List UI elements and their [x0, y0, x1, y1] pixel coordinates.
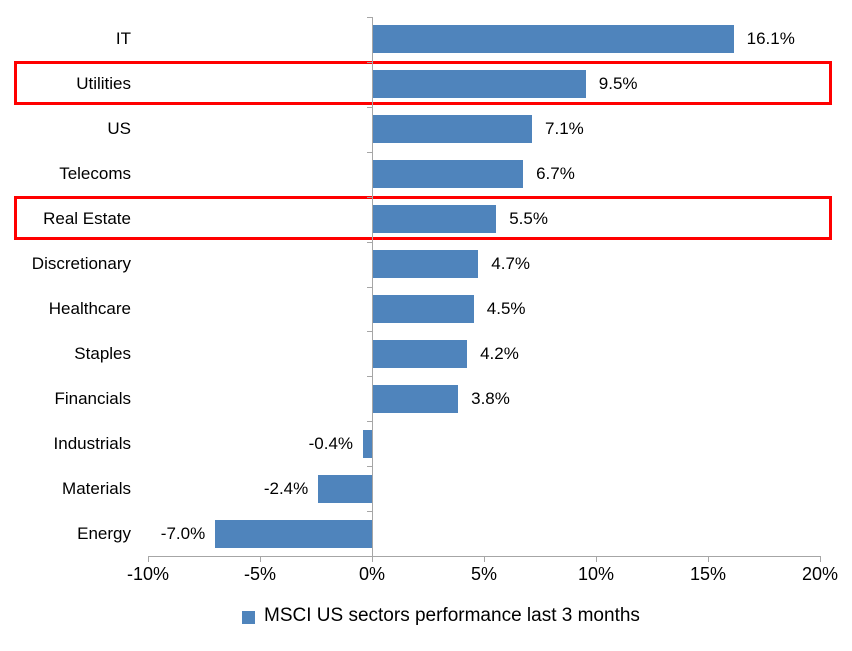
bar: [215, 519, 372, 548]
highlight-box: [14, 195, 832, 240]
bar: [373, 250, 479, 279]
x-tick: [820, 556, 821, 562]
legend: MSCI US sectors performance last 3 month…: [242, 605, 640, 627]
category-label: Materials: [62, 478, 131, 498]
bar: [373, 25, 734, 54]
x-tick: [708, 556, 709, 562]
y-tick: [367, 152, 372, 153]
y-tick: [367, 331, 372, 332]
value-label: 16.1%: [746, 29, 795, 49]
x-tick-label: 20%: [801, 564, 839, 584]
legend-label: MSCI US sectors performance last 3 month…: [264, 605, 640, 626]
y-axis-line: [372, 17, 373, 556]
x-tick-label: -5%: [243, 564, 276, 584]
category-label: Staples: [74, 343, 131, 363]
value-label: -0.4%: [308, 433, 354, 453]
y-tick: [367, 466, 372, 467]
x-tick-label: 10%: [577, 564, 615, 584]
category-label: Utilities: [76, 74, 131, 94]
y-tick: [367, 376, 372, 377]
bar: [373, 70, 586, 99]
category-label: IT: [115, 29, 131, 49]
x-tick-label: -10%: [126, 564, 170, 584]
x-tick: [596, 556, 597, 562]
value-label: 3.8%: [471, 388, 510, 408]
x-tick-label: 0%: [358, 564, 385, 584]
value-label: 4.7%: [491, 254, 531, 274]
y-tick: [367, 287, 372, 288]
category-label: Telecoms: [59, 164, 131, 184]
bar: [373, 205, 497, 234]
bar: [373, 339, 468, 368]
bar: [318, 474, 372, 503]
y-tick: [367, 511, 372, 512]
y-tick: [367, 421, 372, 422]
value-label: 6.7%: [536, 164, 575, 184]
value-label: -7.0%: [160, 523, 206, 543]
value-label: 9.5%: [598, 74, 638, 94]
y-tick: [367, 62, 372, 63]
value-label: 5.5%: [509, 209, 548, 229]
x-tick-label: 5%: [470, 564, 497, 584]
category-label: Financials: [54, 388, 131, 408]
y-tick: [367, 107, 372, 108]
x-tick: [484, 556, 485, 562]
category-label: Healthcare: [48, 298, 131, 318]
category-label: Energy: [77, 523, 131, 543]
category-label: Industrials: [53, 433, 131, 453]
y-tick: [367, 242, 372, 243]
value-label: 4.2%: [480, 343, 519, 363]
x-tick: [372, 556, 373, 562]
x-tick: [260, 556, 261, 562]
category-label: Discretionary: [31, 254, 131, 274]
bar: [373, 384, 459, 413]
category-label: Real Estate: [43, 209, 131, 229]
x-tick: [148, 556, 149, 562]
bar: [373, 294, 474, 323]
category-label: US: [107, 119, 131, 139]
y-tick: [367, 17, 372, 18]
bar: [373, 160, 524, 189]
legend-marker-swatch: [242, 610, 255, 624]
value-label: 7.1%: [545, 119, 584, 139]
highlight-box: [14, 60, 832, 105]
value-label: -2.4%: [263, 478, 309, 498]
y-tick: [367, 197, 372, 198]
value-label: 4.5%: [486, 298, 526, 318]
bar: [363, 429, 372, 458]
x-tick-label: 15%: [689, 564, 727, 584]
bar: [373, 115, 533, 144]
